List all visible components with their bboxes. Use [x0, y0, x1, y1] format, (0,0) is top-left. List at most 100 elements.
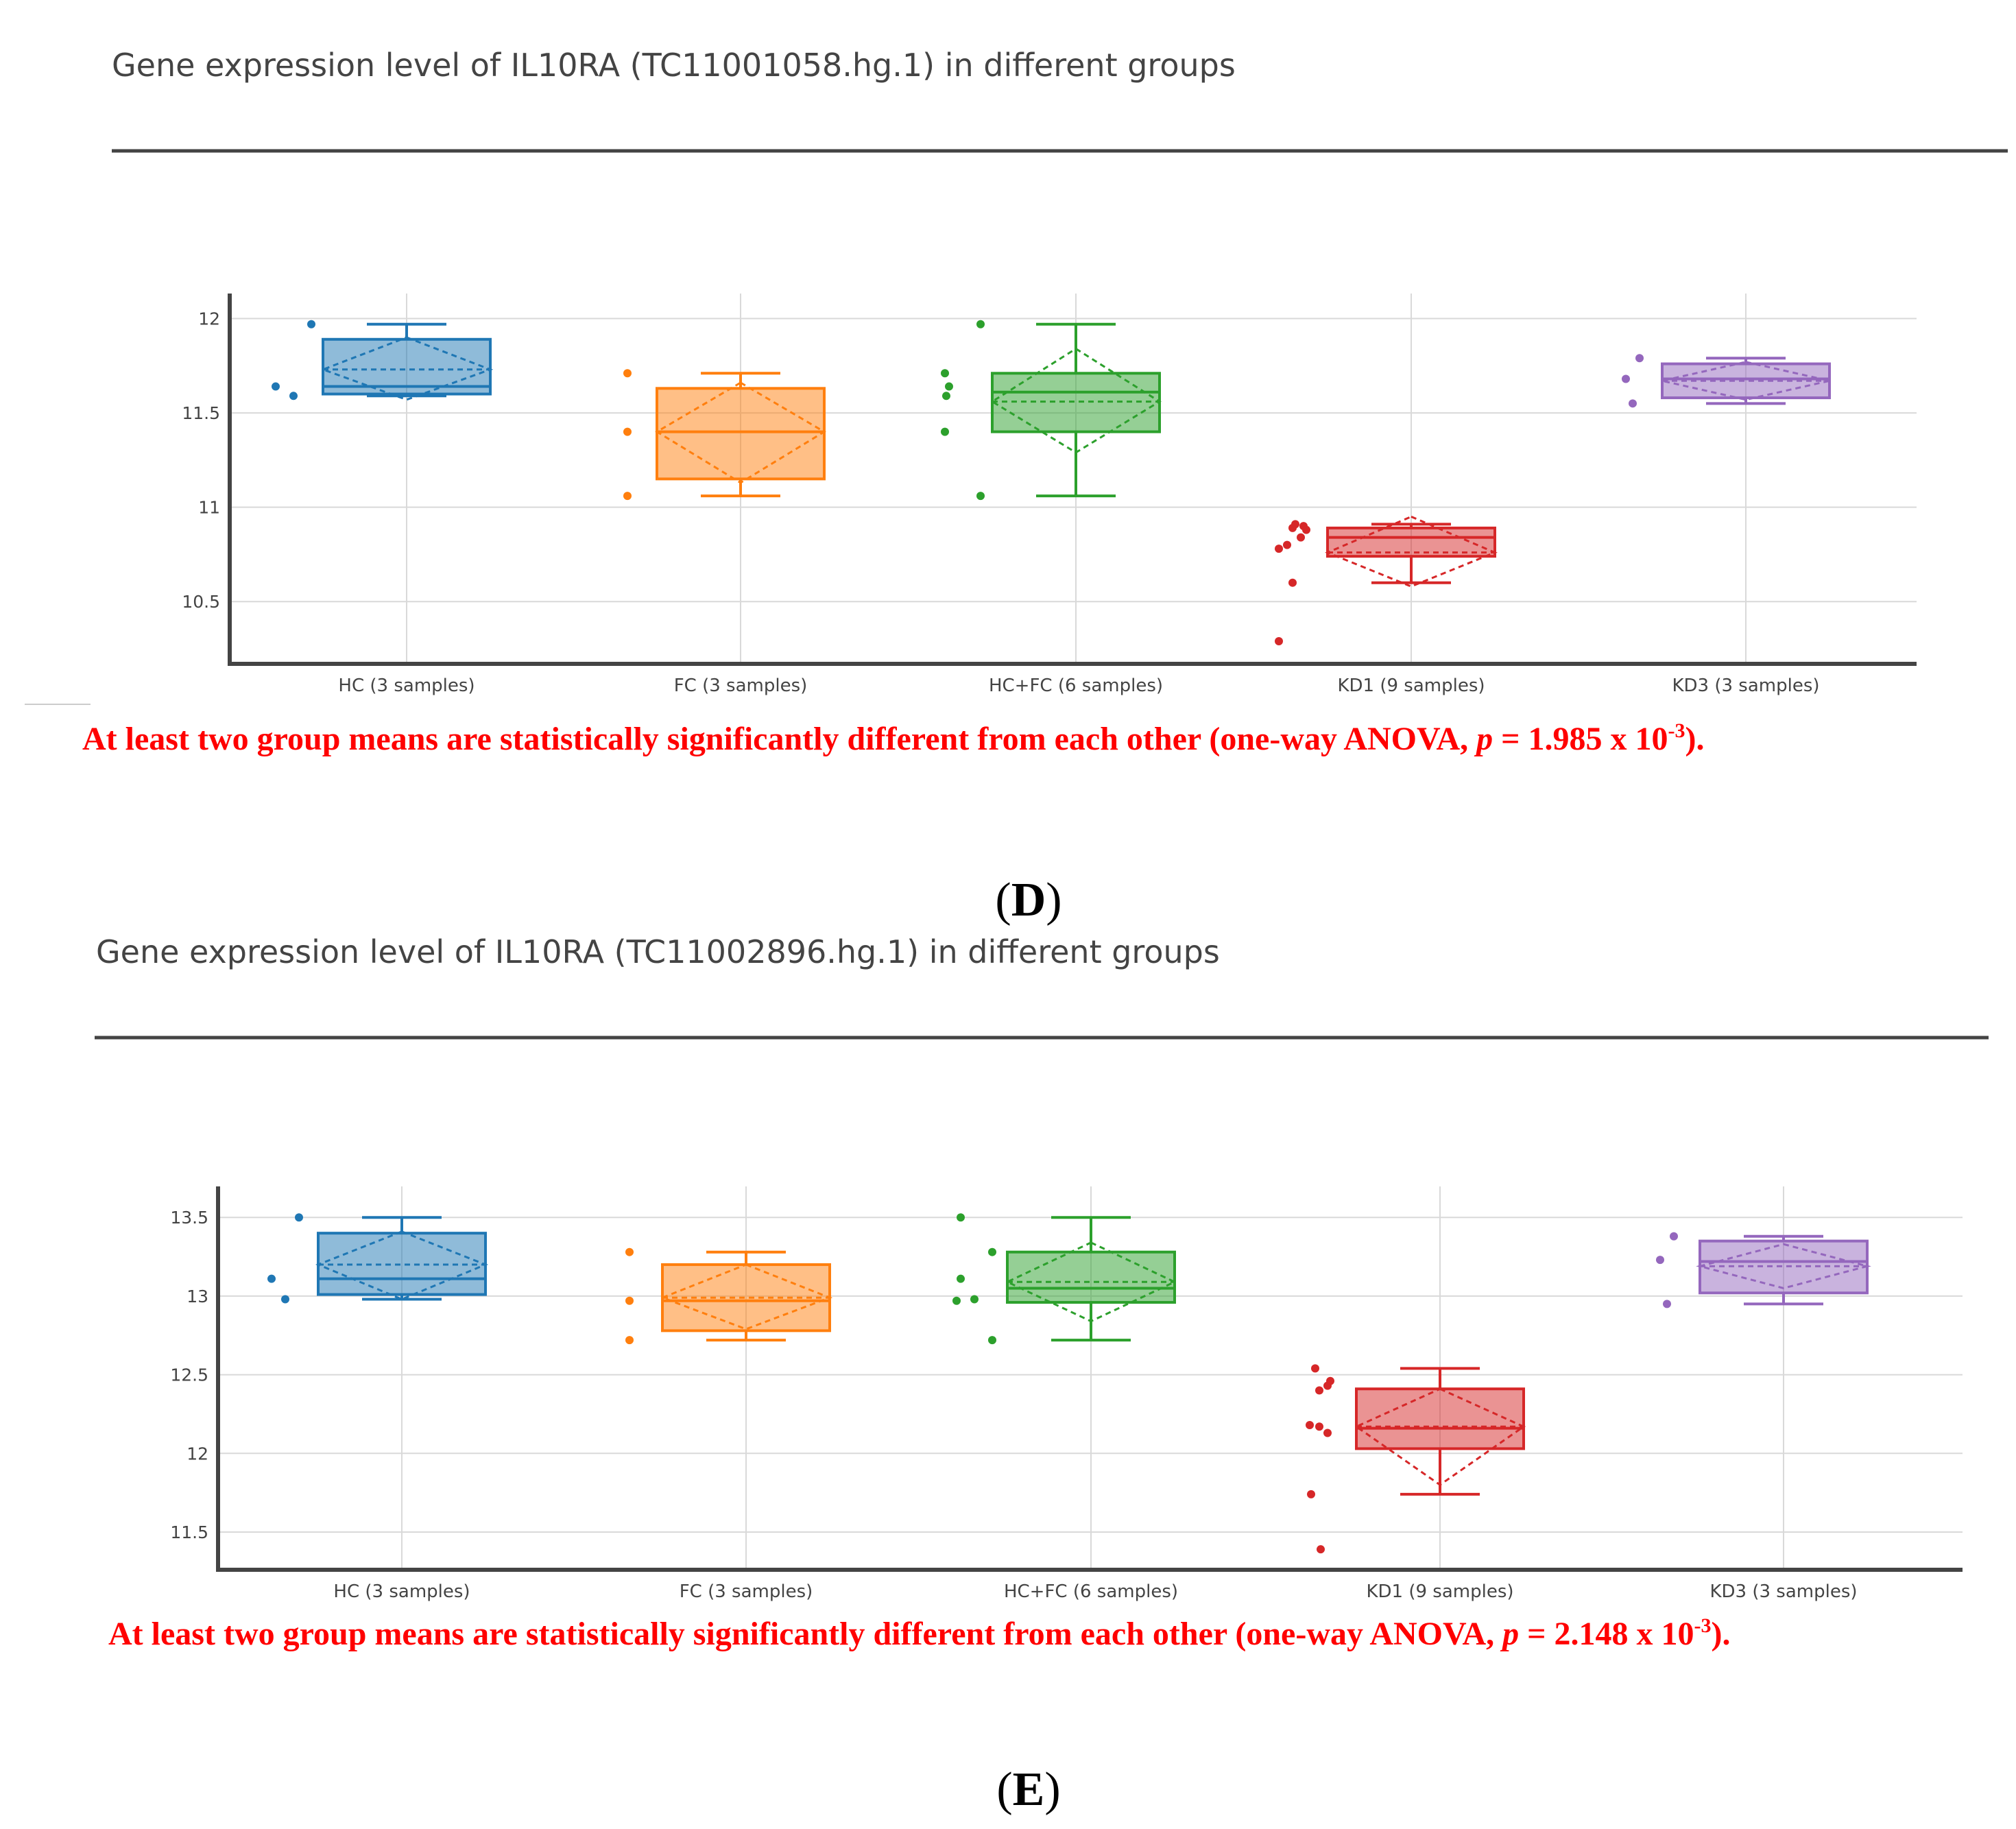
sample-point: [623, 369, 632, 378]
sample-point: [281, 1295, 289, 1304]
sample-point: [1326, 1376, 1334, 1385]
sd-diamond: [320, 336, 494, 401]
y-tick-label: 11.5: [182, 403, 220, 423]
sample-point: [1670, 1232, 1678, 1241]
box-iqr: [991, 372, 1161, 433]
box-kd3: [1622, 354, 1831, 408]
y-tick-label: 11.5: [170, 1522, 208, 1542]
chart-title: Gene expression level of IL10RA (TC11002…: [96, 933, 1220, 970]
sample-point: [988, 1247, 996, 1256]
anova-note: At least two group means are statistical…: [108, 1614, 1730, 1652]
box-kd3: [1656, 1232, 1871, 1308]
anova-note-before: At least two group means are statistical…: [82, 721, 1476, 757]
sample-point: [289, 392, 298, 401]
sample-point: [623, 427, 632, 436]
y-tick-label: 11: [198, 498, 220, 518]
y-tick-label: 13.5: [170, 1208, 208, 1228]
x-category-label: FC (3 samples): [674, 676, 808, 696]
sd-diamond: [1696, 1243, 1871, 1289]
sample-point: [1629, 399, 1637, 408]
anova-note-p: p: [1500, 1616, 1519, 1652]
y-tick-label: 10.5: [182, 592, 220, 612]
axes: 11.5 12 12.5 13 13.5 HC (3 samples) FC (3 samp…: [170, 1186, 1963, 1602]
panel-label: (E): [996, 1763, 1060, 1816]
boxes: [267, 1213, 1871, 1554]
box-iqr: [322, 337, 492, 396]
sample-point: [957, 1213, 965, 1222]
x-category-label: KD1 (9 samples): [1337, 676, 1485, 696]
boxes: [272, 320, 1831, 645]
sample-point: [1663, 1300, 1671, 1308]
sample-point: [970, 1295, 979, 1304]
sample-point: [625, 1336, 634, 1345]
sample-point: [1317, 1545, 1325, 1554]
sample-point: [942, 392, 950, 401]
box-iqr: [1355, 1387, 1525, 1450]
box-fc: [625, 1247, 833, 1345]
panel-d: Gene expression level of IL10RA (TC11001…: [25, 47, 2008, 927]
sample-point: [1288, 523, 1297, 532]
axes: 10.5 11 11.5 12 HC (3 samples) FC (3 samples)…: [182, 294, 1917, 696]
sample-point: [1275, 545, 1283, 553]
sample-point: [1297, 533, 1305, 542]
box-iqr: [1661, 362, 1831, 400]
sample-point: [1622, 374, 1630, 383]
panel-label-close: ): [1046, 874, 1061, 927]
sample-point: [623, 492, 632, 501]
anova-note-after: ).: [1685, 721, 1705, 757]
sample-point: [295, 1213, 303, 1222]
anova-note-middle: = 2.148 x 10: [1519, 1616, 1694, 1652]
anova-note-p: p: [1474, 721, 1493, 757]
anova-note-after: ).: [1712, 1616, 1731, 1652]
box-hc: [272, 320, 494, 401]
sample-point: [1311, 1364, 1319, 1373]
sample-point: [625, 1296, 634, 1305]
panel-label-letter: D: [1011, 874, 1046, 927]
panel-e: Gene expression level of IL10RA (TC11002…: [95, 933, 1989, 1816]
x-category-label: KD3 (3 samples): [1709, 1581, 1857, 1602]
sample-point: [941, 427, 949, 436]
sd-diamond: [990, 347, 1162, 454]
sample-point: [988, 1336, 996, 1345]
anova-note-exponent: -3: [1694, 1614, 1712, 1637]
y-tick-label: 12.5: [170, 1365, 208, 1385]
sample-point: [1635, 354, 1644, 363]
x-category-label: HC (3 samples): [333, 1581, 470, 1602]
sample-point: [272, 382, 280, 391]
box-iqr: [656, 387, 826, 481]
anova-note: At least two group means are statistical…: [82, 719, 1704, 757]
sample-point: [1323, 1428, 1332, 1437]
box-fc: [623, 369, 826, 501]
box-kd1: [1306, 1364, 1526, 1554]
panel-label: (D): [995, 874, 1061, 927]
sample-point: [1307, 1490, 1315, 1498]
grid: [218, 1186, 1963, 1570]
sample-point: [941, 369, 949, 378]
box-hc-fc: [941, 320, 1162, 501]
sample-point: [1302, 525, 1310, 534]
sample-point: [1656, 1256, 1664, 1265]
sd-diamond: [655, 381, 826, 484]
sample-point: [625, 1247, 634, 1256]
y-tick-label: 13: [187, 1287, 208, 1306]
sample-point: [1315, 1422, 1323, 1431]
panel-label-close: ): [1044, 1763, 1060, 1816]
chart-title: Gene expression level of IL10RA (TC11001…: [112, 47, 1236, 84]
sample-point: [1306, 1420, 1314, 1429]
sd-diamond: [1325, 515, 1498, 588]
box-hc-fc: [952, 1213, 1177, 1345]
box-iqr: [661, 1263, 831, 1332]
x-category-label: FC (3 samples): [680, 1581, 813, 1602]
panel-label-letter: E: [1013, 1763, 1045, 1816]
sample-point: [957, 1274, 965, 1283]
anova-note-before: At least two group means are statistical…: [108, 1616, 1502, 1652]
box-iqr: [1699, 1239, 1869, 1295]
x-category-label: KD3 (3 samples): [1672, 676, 1819, 696]
x-category-label: HC+FC (6 samples): [1004, 1581, 1178, 1602]
sample-point: [267, 1274, 276, 1283]
sd-diamond: [659, 1263, 833, 1330]
anova-note-exponent: -3: [1668, 719, 1685, 742]
box-hc: [267, 1213, 489, 1304]
box-iqr: [317, 1232, 487, 1296]
